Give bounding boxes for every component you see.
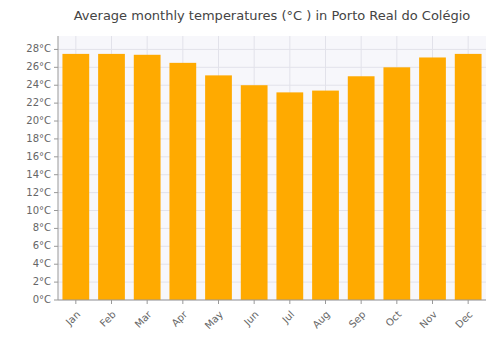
y-tick-label: 22°C (26, 97, 51, 108)
y-tick (54, 138, 58, 139)
x-tick (254, 300, 255, 304)
bar (62, 54, 89, 300)
y-tick (54, 300, 58, 301)
x-tick-label: Sep (347, 309, 368, 330)
x-tick (325, 300, 326, 304)
bar (134, 55, 161, 300)
bar (276, 92, 303, 300)
x-tick-label: Jun (241, 309, 261, 329)
y-tick (54, 246, 58, 247)
x-tick (289, 300, 290, 304)
y-tick-label: 16°C (26, 151, 51, 162)
y-tick-label: 8°C (33, 222, 51, 233)
bar (241, 85, 268, 300)
x-tick-label: Apr (169, 308, 190, 329)
y-tick-label: 12°C (26, 187, 51, 198)
chart-svg: 0°C 2°C 4°C 6°C 8°C 10°C 12°C 14°C 16°C 18°C 20°C 2… (0, 0, 500, 350)
y-tick (54, 85, 58, 86)
y-tick-label: 24°C (26, 79, 51, 90)
axes: 0°C 2°C 4°C 6°C 8°C 10°C 12°C 14°C 16°C 18°C 20°C 2… (26, 36, 486, 331)
y-tick-label: 4°C (33, 258, 51, 269)
y-tick (54, 67, 58, 68)
chart-title: Average monthly temperatures (°C ) in Po… (74, 8, 471, 23)
y-tick-label: 26°C (26, 61, 51, 72)
plot-background (58, 36, 486, 300)
bars (62, 54, 481, 300)
y-tick (54, 103, 58, 104)
y-tick (54, 174, 58, 175)
bar (455, 54, 482, 300)
x-tick-label: Mar (133, 308, 155, 330)
y-axis-line (58, 36, 59, 300)
y-tick (54, 210, 58, 211)
grid (58, 36, 486, 300)
bar (312, 91, 339, 300)
y-tick (54, 156, 58, 157)
y-tick-label: 2°C (33, 276, 51, 287)
y-grid-line (58, 49, 486, 50)
x-tick (75, 300, 76, 304)
y-tick-label: 6°C (33, 240, 51, 251)
x-tick-label: Feb (98, 309, 118, 329)
x-tick-label: Nov (417, 309, 439, 331)
x-tick-label: Aug (310, 309, 332, 331)
y-tick (54, 264, 58, 265)
y-tick (54, 192, 58, 193)
x-tick (147, 300, 148, 304)
y-tick (54, 49, 58, 50)
x-tick-label: Jul (279, 309, 296, 326)
y-tick (54, 282, 58, 283)
y-tick-label: 14°C (26, 169, 51, 180)
bar (383, 67, 410, 300)
x-tick (396, 300, 397, 304)
bar (348, 76, 375, 300)
y-tick-label: 10°C (26, 205, 51, 216)
y-tick-label: 28°C (26, 43, 51, 54)
x-tick (111, 300, 112, 304)
x-tick-label: Dec (453, 309, 474, 330)
y-tick-label: 0°C (33, 294, 51, 305)
bar (98, 54, 125, 300)
x-tick-label: Jan (63, 309, 82, 328)
x-tick-label: Oct (383, 309, 403, 329)
x-tick (182, 300, 183, 304)
x-tick-label: May (203, 309, 225, 331)
y-grid-line (58, 300, 486, 301)
x-tick (218, 300, 219, 304)
x-tick (361, 300, 362, 304)
bar (205, 75, 232, 300)
x-tick (468, 300, 469, 304)
y-tick-label: 18°C (26, 133, 51, 144)
y-tick (54, 121, 58, 122)
chart-container: 0°C 2°C 4°C 6°C 8°C 10°C 12°C 14°C 16°C 18°C 20°C 2… (0, 0, 500, 350)
bar (419, 57, 446, 300)
y-tick (54, 228, 58, 229)
x-axis-line (58, 300, 486, 301)
bar (169, 63, 196, 300)
y-tick-label: 20°C (26, 115, 51, 126)
x-tick (432, 300, 433, 304)
